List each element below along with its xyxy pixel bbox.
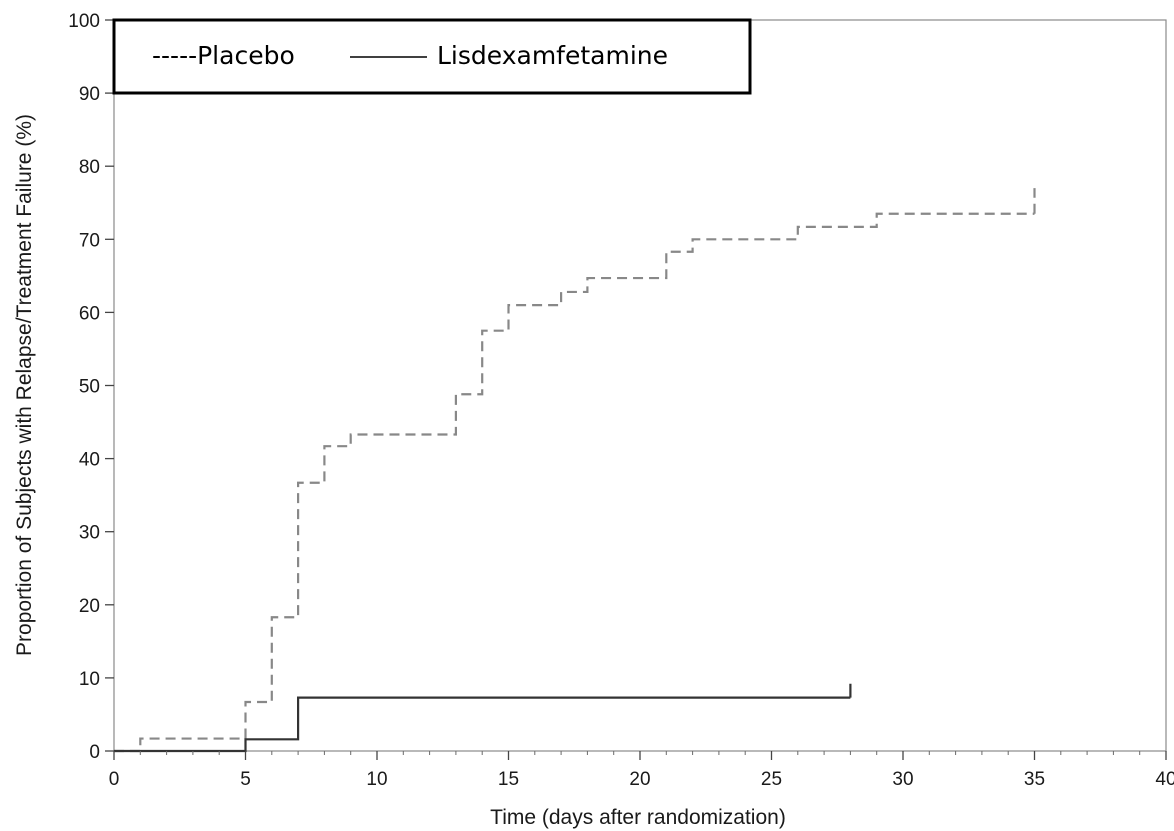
series-line-placebo: [114, 188, 1036, 753]
x-tick-label: 5: [240, 769, 251, 790]
series-layer: [114, 188, 1036, 753]
x-tick-label: 0: [109, 769, 120, 790]
y-tick-label: 50: [79, 377, 100, 398]
x-tick-label: 35: [1024, 769, 1045, 790]
x-tick-label: 40: [1155, 769, 1174, 790]
plot-area: [113, 19, 1167, 752]
x-tick-label: 10: [366, 769, 387, 790]
y-tick-label: 100: [68, 11, 100, 32]
plot-border: [113, 19, 1167, 752]
x-axis-title: Time (days after randomization): [490, 806, 786, 829]
y-tick-label: 70: [79, 230, 100, 251]
series-line-lisdexamfetamine: [114, 683, 852, 753]
y-tick-label: 60: [79, 303, 100, 324]
y-tick-label: 30: [79, 523, 100, 544]
x-axis: 0 5 10 15 20 25 30 35 40: [109, 751, 1174, 790]
y-tick-label: 40: [79, 450, 100, 471]
x-tick-label: 15: [498, 769, 519, 790]
legend-label-lisdexamfetamine: Lisdexamfetamine: [437, 41, 668, 70]
y-axis: 0 10 20 30 40 50 60 70 80 90 100: [68, 11, 114, 763]
y-tick-label: 0: [89, 742, 100, 763]
legend: -----Placebo Lisdexamfetamine: [112, 18, 752, 95]
legend-box: [112, 18, 752, 95]
x-tick-label: 25: [761, 769, 782, 790]
y-tick-label: 20: [79, 596, 100, 617]
y-tick-label: 80: [79, 157, 100, 178]
x-tick-label: 30: [892, 769, 913, 790]
y-tick-label: 90: [79, 84, 100, 105]
legend-label-placebo: -----Placebo: [152, 41, 295, 70]
x-tick-label: 20: [629, 769, 650, 790]
y-tick-label: 10: [79, 669, 100, 690]
y-axis-title: Proportion of Subjects with Relapse/Trea…: [13, 114, 36, 656]
